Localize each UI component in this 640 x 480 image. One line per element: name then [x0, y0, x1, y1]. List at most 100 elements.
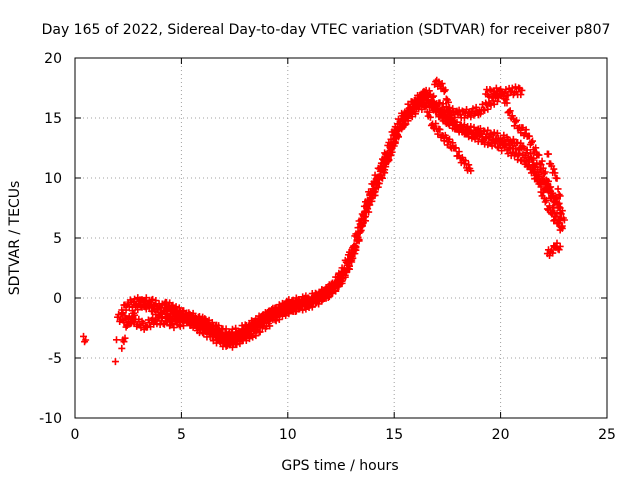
data-point — [447, 107, 455, 115]
data-point — [360, 208, 368, 216]
data-point — [551, 216, 559, 224]
data-point — [442, 103, 450, 111]
data-point — [517, 91, 525, 99]
data-point — [152, 297, 160, 305]
data-point — [199, 329, 207, 337]
data-point — [297, 303, 305, 311]
data-point — [175, 321, 183, 329]
data-point — [529, 137, 537, 145]
x-tick-label: 25 — [598, 427, 616, 443]
data-point — [539, 188, 547, 196]
data-point — [556, 242, 564, 250]
x-axis-label: GPS time / hours — [281, 458, 398, 474]
y-tick-label: 5 — [53, 231, 62, 247]
data-point — [556, 192, 564, 200]
data-point — [372, 181, 380, 189]
data-point — [149, 295, 157, 303]
data-point — [544, 177, 552, 185]
y-tick-label: 0 — [53, 291, 62, 307]
data-point — [499, 89, 507, 97]
data-point — [539, 164, 547, 172]
data-point — [346, 262, 354, 270]
data-point — [530, 161, 538, 169]
data-point — [535, 180, 543, 188]
data-point — [508, 112, 516, 120]
data-point — [252, 332, 260, 340]
data-point — [268, 305, 276, 313]
data-point — [171, 306, 179, 314]
data-point — [118, 344, 126, 352]
data-point — [159, 319, 167, 327]
data-point — [80, 332, 88, 340]
data-point — [397, 119, 405, 127]
data-point — [555, 219, 563, 227]
data-point — [533, 171, 541, 179]
data-point — [554, 200, 562, 208]
data-point — [189, 309, 197, 317]
data-point — [112, 336, 120, 344]
data-point — [553, 174, 561, 182]
data-point — [536, 179, 544, 187]
data-point — [232, 324, 240, 332]
data-point — [523, 146, 531, 154]
data-point — [476, 130, 484, 138]
data-point — [240, 328, 248, 336]
y-axis-label: SDTVAR / TECUs — [7, 181, 23, 296]
data-point — [440, 87, 448, 95]
data-point — [522, 126, 530, 134]
data-point — [513, 116, 521, 124]
data-point — [446, 135, 454, 143]
data-point — [476, 110, 484, 118]
data-point — [401, 117, 409, 125]
data-point — [552, 212, 560, 220]
data-point — [336, 278, 344, 286]
data-point — [349, 254, 357, 262]
data-point — [449, 139, 457, 147]
data-point — [548, 193, 556, 201]
data-point — [259, 318, 267, 326]
data-point — [127, 315, 135, 323]
data-point — [332, 284, 340, 292]
data-point — [215, 322, 223, 330]
data-point — [487, 101, 495, 109]
data-point — [502, 96, 510, 104]
data-point — [484, 126, 492, 134]
data-point — [558, 207, 566, 215]
data-point — [502, 140, 510, 148]
data-point — [427, 103, 435, 111]
data-point — [518, 86, 526, 94]
y-tick-label: 20 — [44, 51, 62, 67]
data-point — [467, 167, 475, 175]
data-point — [459, 123, 467, 131]
data-point — [170, 324, 178, 332]
data-point — [358, 222, 366, 230]
data-point — [511, 118, 519, 126]
data-point — [509, 145, 517, 153]
data-point — [527, 139, 535, 147]
y-tick-label: 15 — [44, 111, 62, 127]
data-point — [131, 311, 139, 319]
data-point — [511, 83, 519, 91]
data-point — [522, 157, 530, 165]
y-tick-label: -5 — [48, 351, 62, 367]
data-point — [273, 311, 281, 319]
data-point — [375, 173, 383, 181]
data-point — [439, 108, 447, 116]
data-point — [484, 105, 492, 113]
data-point — [123, 322, 131, 330]
data-point — [448, 112, 456, 120]
data-point — [339, 275, 347, 283]
data-point — [365, 201, 373, 209]
data-point — [175, 304, 183, 312]
data-point — [82, 336, 90, 344]
x-tick-label: 10 — [279, 427, 297, 443]
data-point — [530, 154, 538, 162]
data-point — [420, 97, 428, 105]
data-point — [472, 103, 480, 111]
data-point — [228, 343, 236, 351]
data-point — [398, 124, 406, 132]
data-point — [505, 144, 513, 152]
data-point — [402, 120, 410, 128]
data-point — [529, 162, 537, 170]
data-point — [197, 320, 205, 328]
